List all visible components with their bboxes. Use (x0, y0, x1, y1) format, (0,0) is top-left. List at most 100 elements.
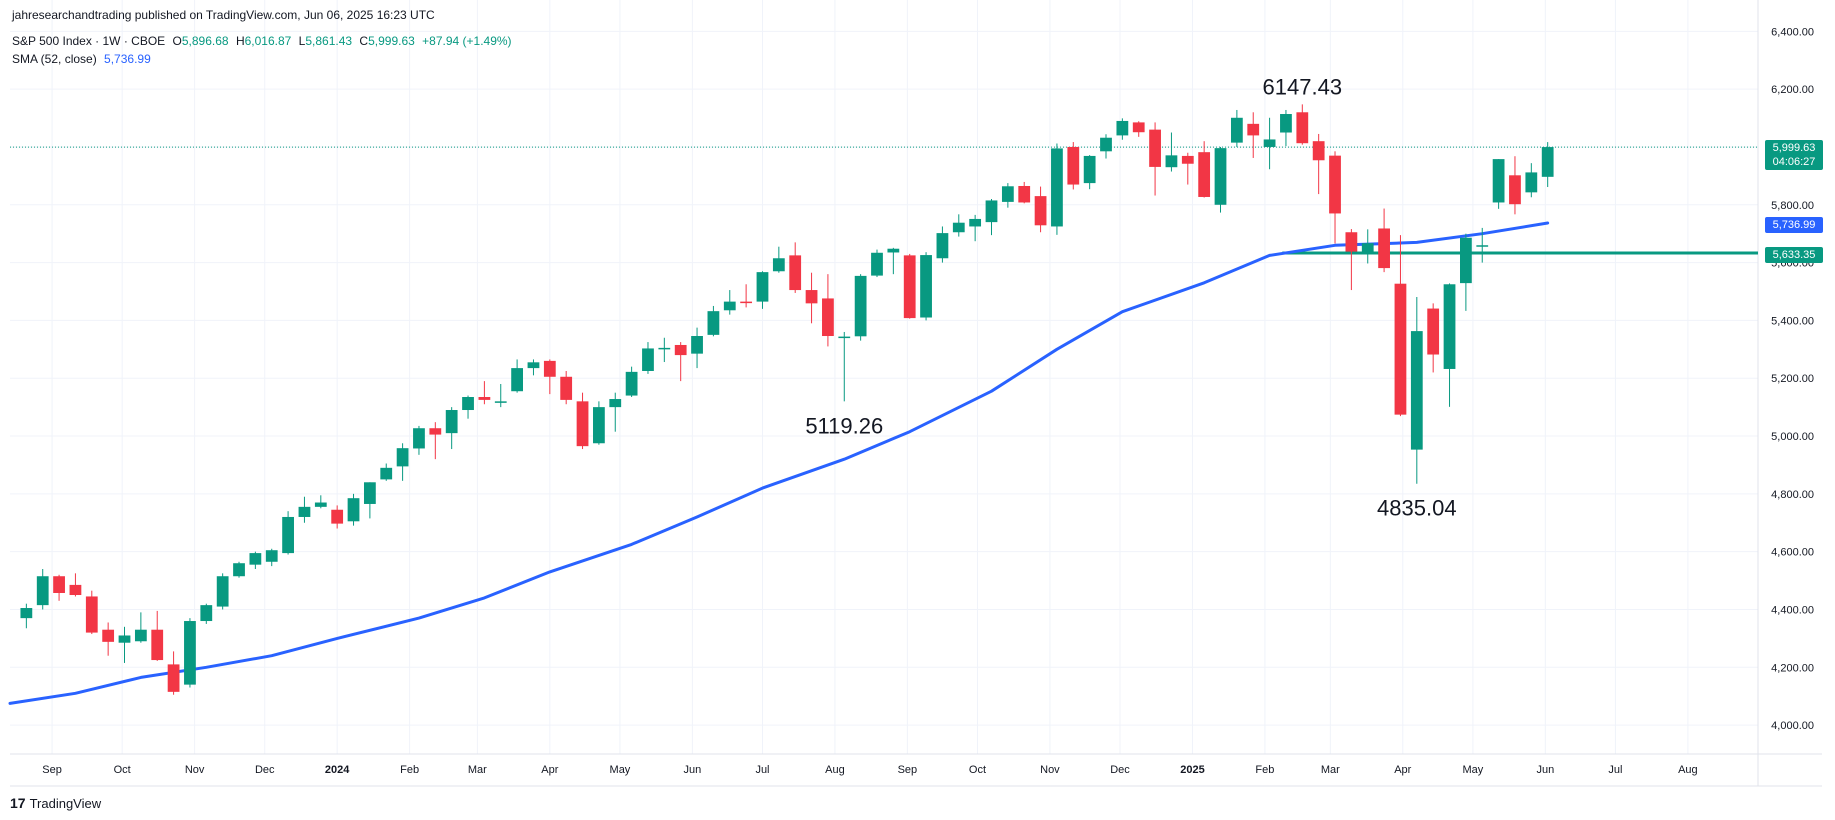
candle-body (462, 397, 474, 411)
candle-body (576, 401, 589, 447)
candle-body (429, 428, 442, 435)
last-price-value: 5,999.63 (1772, 142, 1816, 154)
open-label: O (172, 34, 182, 48)
candle-body (314, 502, 327, 507)
candle-body (658, 347, 671, 350)
candle-body (1230, 117, 1243, 143)
candle (756, 271, 769, 309)
candle-body (691, 336, 703, 354)
candle (265, 548, 278, 567)
candle-body (1361, 243, 1374, 253)
candle-body (363, 482, 376, 504)
candle (151, 610, 164, 661)
candle (429, 422, 442, 460)
candle (167, 651, 180, 695)
change-value: +87.94 (+1.49%) (422, 34, 512, 48)
candle-body (85, 596, 98, 633)
candle-body (102, 629, 115, 642)
sma-value: 5,736.99 (104, 52, 151, 66)
x-tick-label: Sep (898, 764, 918, 776)
candle-body (1165, 155, 1178, 168)
y-axis-ticks[interactable]: 4,000.00 4,200.00 4,400.00 4,600.00 4,800.00… (1771, 26, 1814, 732)
candle (1410, 296, 1423, 484)
candle (1181, 152, 1194, 185)
candle-body (625, 371, 638, 396)
candle (1247, 112, 1260, 158)
legend-ohlc-row[interactable]: S&P 500 Index · 1W · CBOE O5,896.68 H6,0… (12, 34, 516, 48)
candle (1100, 134, 1112, 159)
support-price-tag[interactable]: 5,633.35 (1765, 247, 1823, 263)
candle-body (1001, 186, 1014, 202)
x-tick-label: Mar (1321, 764, 1340, 776)
candle-body (1181, 155, 1194, 164)
y-tick-label: 4,200.00 (1771, 662, 1814, 674)
candle-body (838, 336, 851, 339)
candle (674, 342, 687, 382)
tradingview-logo[interactable]: 17 TradingView (10, 795, 101, 811)
axis-frame (10, 0, 1822, 787)
candle-body (805, 290, 818, 304)
candle (36, 569, 49, 610)
sma-price-tag[interactable]: 5,736.99 (1765, 217, 1823, 233)
candle-body (642, 348, 654, 371)
candle (903, 253, 916, 319)
low-value: 5,861.43 (305, 34, 353, 48)
y-tick-label: 4,600.00 (1771, 547, 1814, 559)
candle-body (200, 605, 213, 622)
candle (772, 246, 785, 273)
candle (1492, 159, 1505, 209)
candle (1083, 155, 1096, 190)
candles-layer (20, 104, 1554, 695)
candle (642, 342, 654, 374)
candle (789, 242, 802, 293)
candle (985, 199, 998, 236)
last-price-tag[interactable]: 5,999.63 04:06:27 (1765, 140, 1823, 170)
candle (723, 290, 736, 315)
candle-body (1280, 114, 1292, 133)
x-tick-label: Nov (185, 764, 205, 776)
candle-body (1476, 245, 1489, 247)
y-tick-label: 5,200.00 (1771, 373, 1814, 385)
candle (805, 272, 818, 324)
candle-body (249, 553, 262, 565)
candle-body (674, 344, 687, 356)
candle (85, 590, 98, 635)
candle-body (887, 248, 900, 253)
candle (854, 274, 867, 341)
candle-body (233, 563, 245, 577)
price-annotation: 4835.04 (1377, 496, 1457, 521)
candle-body (265, 550, 278, 562)
publisher-line: jahresearchandtrading published on Tradi… (12, 8, 435, 22)
candle-body (1247, 123, 1260, 136)
candle (478, 381, 491, 405)
legend-sma-row[interactable]: SMA (52, close) 5,736.99 (12, 52, 155, 66)
candle-body (494, 401, 507, 403)
candle (462, 395, 474, 419)
candle-body (1083, 155, 1096, 184)
candle-body (560, 376, 573, 400)
candle (1018, 181, 1031, 204)
candle-body (1410, 331, 1423, 450)
candle-body (1329, 155, 1341, 214)
candle-body (331, 509, 344, 524)
x-axis-ticks[interactable]: Sep Oct Nov Dec 2024 Feb Mar Apr May Jun Jul Aug Sep… (42, 764, 1697, 776)
candle (233, 561, 245, 578)
high-value: 6,016.87 (244, 34, 292, 48)
candle (1296, 104, 1309, 145)
candle (1427, 303, 1440, 373)
candle-body (609, 399, 622, 408)
candle-body (1132, 122, 1145, 133)
x-tick-label: Jun (1536, 764, 1554, 776)
candle-body (478, 397, 491, 400)
candle (952, 214, 965, 237)
candle-body (1034, 196, 1047, 226)
candle-body (1345, 232, 1358, 252)
open-value: 5,896.68 (181, 34, 229, 48)
candle-body (1394, 283, 1407, 415)
candle (1263, 117, 1276, 170)
candle (1165, 132, 1178, 172)
candle-body (756, 272, 769, 302)
candle-body (347, 498, 360, 522)
x-tick-label: Aug (825, 764, 845, 776)
